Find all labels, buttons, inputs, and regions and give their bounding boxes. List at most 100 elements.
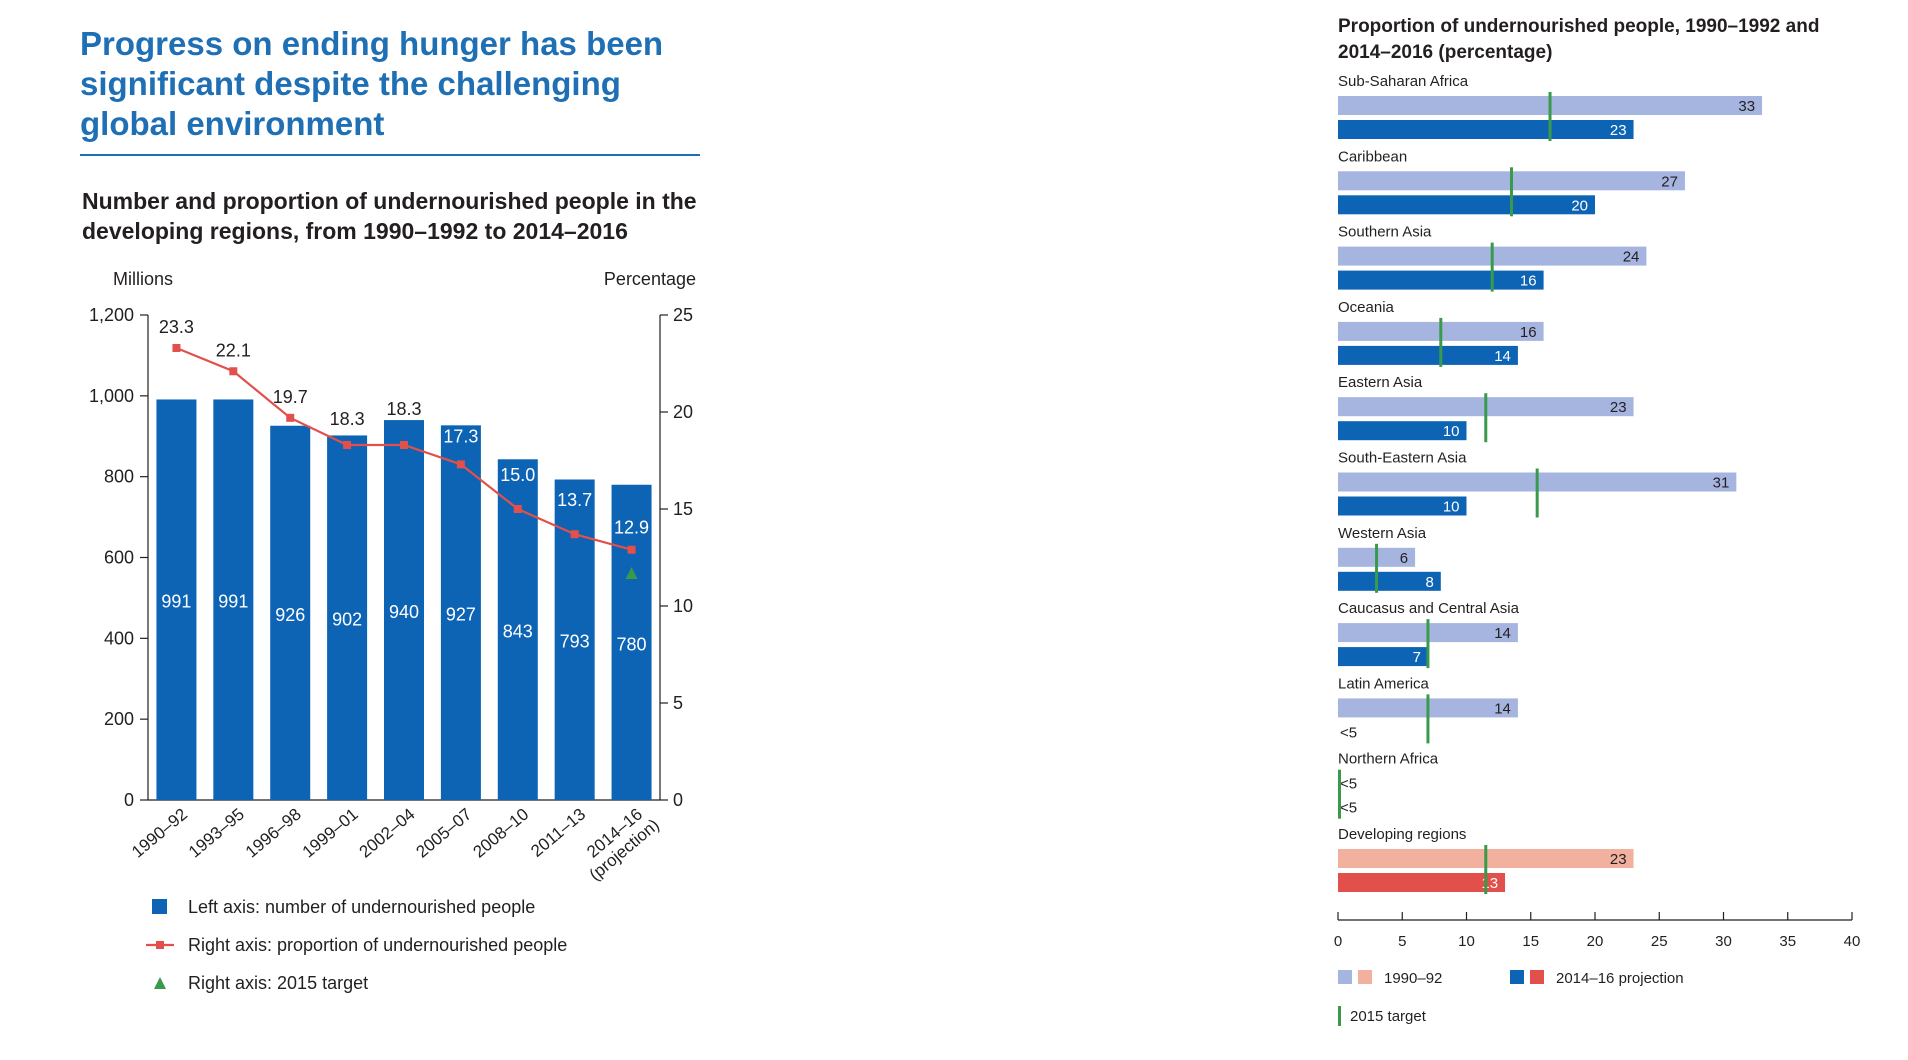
legend-label-line: Right axis: proportion of undernourished…: [188, 935, 567, 955]
target-line-10: [1484, 845, 1488, 894]
target-line-3: [1439, 317, 1443, 367]
bar-3: [327, 435, 368, 800]
left-tick-label: 600: [104, 548, 134, 568]
left-tick-label: 800: [104, 467, 134, 487]
left-tick-label: 400: [104, 628, 134, 648]
target-line-9: [1338, 769, 1341, 819]
proportion-label: 15.0: [500, 465, 535, 485]
proportion-point-8: [627, 545, 636, 554]
x-tick-label: 2008–10: [469, 805, 532, 862]
proportion-point-3: [343, 440, 352, 449]
bar-1990-label: 6: [1400, 550, 1408, 567]
x-tick-label: 1993–95: [185, 805, 248, 862]
right-tick-label: 10: [673, 596, 693, 616]
right-tick-label: 0: [673, 790, 683, 810]
bar-2014-3: [1338, 345, 1518, 365]
x-tick-label: 30: [1715, 933, 1732, 950]
bar-2014-7: [1338, 647, 1428, 667]
bar-8: [611, 484, 652, 800]
region-name: Caucasus and Central Asia: [1338, 600, 1520, 617]
bar-2014-label: 8: [1425, 574, 1433, 591]
target-line-7: [1426, 619, 1430, 669]
proportion-point-0: [172, 343, 181, 352]
proportion-label: 19.7: [273, 387, 308, 407]
proportion-point-4: [400, 440, 408, 449]
bar-2014-label: 10: [1443, 499, 1460, 516]
legend-swatch-target: [154, 977, 166, 989]
bar-1: [213, 399, 254, 800]
bar-2014-10: [1338, 873, 1506, 892]
region-name: Eastern Asia: [1338, 374, 1423, 391]
target-line-6: [1375, 543, 1379, 593]
bar-2014-label: <5: [1340, 800, 1357, 817]
proportion-point-1: [229, 367, 238, 376]
left-tick-label: 200: [104, 709, 134, 729]
bar-2014-5: [1338, 496, 1467, 516]
bar-1990-label: 16: [1520, 324, 1537, 341]
bar-value-label: 991: [161, 592, 191, 612]
bar-1990-label: <5: [1340, 776, 1357, 793]
region-name: Western Asia: [1338, 525, 1427, 542]
bar-2014-label: 13: [1481, 875, 1498, 892]
headline: Progress on ending hunger has been signi…: [80, 25, 664, 142]
target-marker: [625, 567, 638, 580]
legend-swatch-2014-b: [1530, 970, 1544, 984]
bar-2014-label: 14: [1494, 348, 1511, 365]
y-axis-label-right: Percentage: [604, 270, 696, 289]
right-chart-title: Proportion of undernourished people, 199…: [1338, 16, 1820, 63]
bar-1990-label: 14: [1494, 700, 1511, 717]
region-name: Sub-Saharan Africa: [1338, 73, 1469, 90]
x-tick-label: 1999–01: [299, 805, 362, 862]
region-name: South-Eastern Asia: [1338, 450, 1467, 467]
proportion-label: 13.7: [557, 490, 592, 510]
right-tick-label: 20: [673, 402, 693, 422]
x-tick-label: 20: [1587, 933, 1604, 950]
x-tick-label: 2014–16(projection): [573, 801, 663, 885]
left-chart-title: Number and proportion of undernourished …: [82, 188, 697, 244]
right-tick-label: 25: [673, 305, 693, 325]
bar-5: [440, 425, 481, 800]
region-name: Northern Africa: [1338, 751, 1439, 768]
bar-1990-label: 23: [1610, 851, 1627, 868]
target-line-4: [1484, 393, 1488, 443]
right-tick-label: 15: [673, 499, 693, 519]
proportion-label: 18.3: [386, 399, 421, 419]
region-name: Oceania: [1338, 299, 1395, 316]
proportion-point-6: [513, 505, 522, 513]
bar-value-label: 793: [560, 632, 590, 652]
bar-2014-label: 20: [1571, 197, 1588, 214]
left-tick-label: 0: [124, 790, 134, 810]
target-line-0: [1548, 92, 1552, 141]
legend-label-2014: 2014–16 projection: [1556, 970, 1684, 987]
proportion-label: 22.1: [216, 340, 251, 360]
proportion-point-5: [456, 460, 465, 469]
legend-swatch-2014-a: [1510, 970, 1524, 984]
x-tick-label: 40: [1844, 933, 1861, 950]
bar-2014-0: [1338, 120, 1634, 139]
legend-swatch-1990-b: [1358, 970, 1372, 984]
proportion-label: 17.3: [443, 426, 478, 446]
bar-1990-label: 23: [1610, 399, 1627, 416]
bar-1990-label: 14: [1494, 625, 1511, 642]
legend-label-target: Right axis: 2015 target: [188, 973, 368, 993]
legend-label-bars: Left axis: number of undernourished peop…: [188, 897, 535, 917]
y-axis-label-left: Millions: [113, 270, 173, 289]
region-name: Developing regions: [1338, 826, 1466, 843]
proportion-point-2: [286, 413, 295, 422]
x-tick-label: 2002–04: [356, 805, 419, 862]
bar-2014-2: [1338, 270, 1544, 290]
x-tick-label: 25: [1651, 933, 1668, 950]
bar-2: [270, 425, 311, 800]
legend-swatch-bars: [152, 899, 167, 914]
bar-0: [156, 399, 197, 800]
legend-swatch-1990-a: [1338, 970, 1352, 984]
bar-1990-label: 31: [1713, 475, 1730, 492]
bar-2014-label: 16: [1520, 273, 1537, 290]
bar-value-label: 780: [617, 634, 647, 654]
x-tick-label: 35: [1779, 933, 1796, 950]
proportion-label: 23.3: [159, 317, 194, 337]
left-tick-label: 1,000: [89, 386, 134, 406]
target-line-1: [1509, 167, 1513, 217]
left-tick-label: 1,200: [89, 305, 134, 325]
bar-1990-label: 33: [1738, 98, 1755, 115]
